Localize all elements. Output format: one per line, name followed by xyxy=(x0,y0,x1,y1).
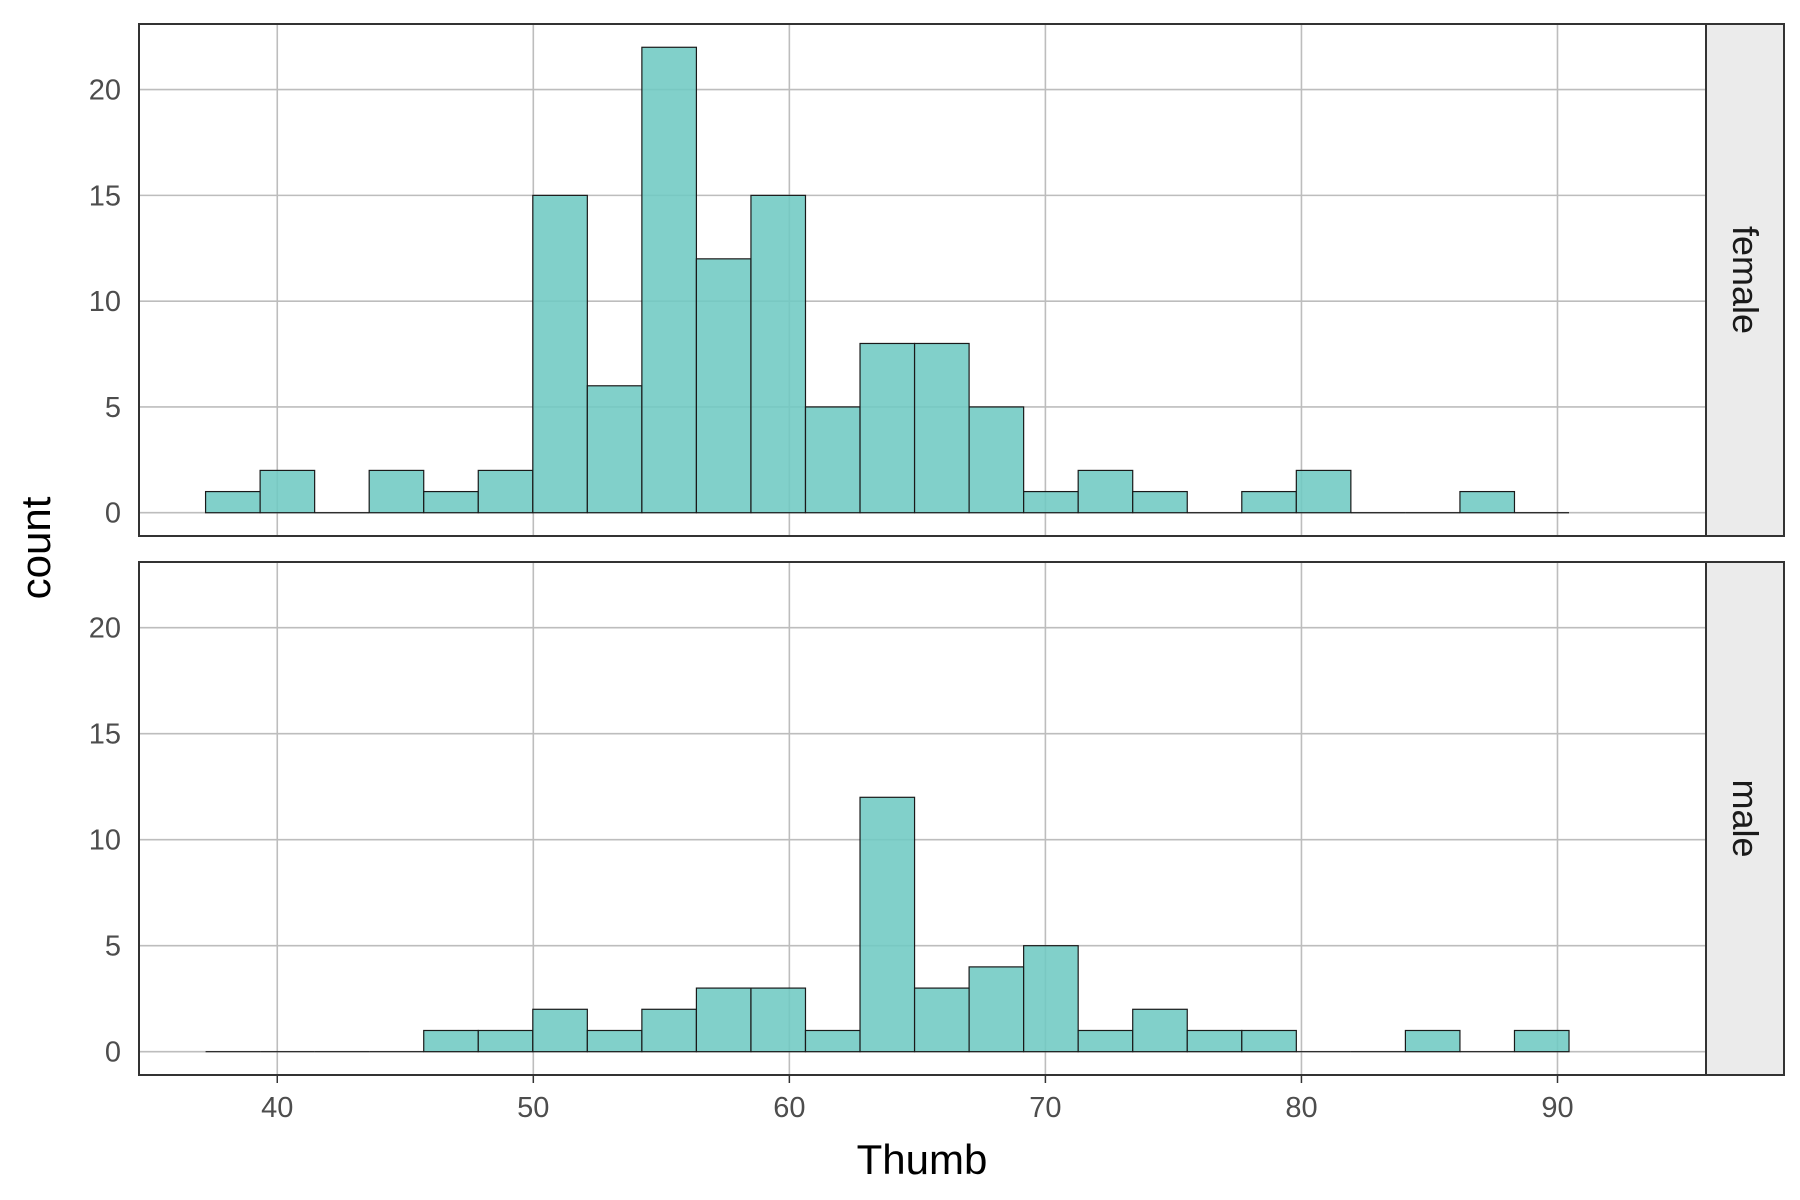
histogram-bar xyxy=(477,1029,534,1053)
histogram-bar xyxy=(259,469,316,514)
x-tick-label: 50 xyxy=(517,1092,549,1124)
histogram-bar xyxy=(913,342,970,514)
histogram-bar xyxy=(477,469,534,514)
x-tick-label: 70 xyxy=(1029,1092,1061,1124)
histogram-bar xyxy=(1459,490,1516,514)
x-tick-label: 40 xyxy=(261,1092,293,1124)
y-tick-label: 15 xyxy=(89,719,121,751)
y-tick-label: 0 xyxy=(105,498,121,530)
facet-panel-male: 0 5 10 15 20 male 40 50 60 70 80 90 xyxy=(89,561,1785,1124)
histogram-bar xyxy=(204,490,261,514)
x-axis-title: Thumb xyxy=(857,1136,988,1183)
histogram-bar xyxy=(1023,945,1079,1053)
histogram-bar xyxy=(423,490,479,514)
histogram-bar xyxy=(859,796,916,1053)
histogram-bar xyxy=(1023,490,1079,514)
facet-strip-label: male xyxy=(1725,779,1766,857)
histogram-bar xyxy=(968,406,1025,514)
y-tick-label: 0 xyxy=(105,1037,121,1069)
facet-strip xyxy=(1705,23,1785,537)
histogram-bar xyxy=(368,469,425,514)
y-axis-title: count xyxy=(12,496,59,599)
facet-strip-label: female xyxy=(1725,226,1766,334)
histogram-bar xyxy=(695,987,752,1053)
histogram-bar xyxy=(804,1029,861,1053)
y-tick-label: 15 xyxy=(89,180,121,212)
y-tick-label: 10 xyxy=(89,825,121,857)
histogram-bar xyxy=(1186,1029,1243,1053)
histogram-bar xyxy=(586,1029,643,1053)
y-tick-label: 10 xyxy=(89,286,121,318)
facet-panels: 0 5 10 15 20 female 0 5 10 15 20 male 40 50 60 70 80 90 xyxy=(89,23,1785,1124)
histogram-bar xyxy=(423,1029,479,1053)
x-tick-label: 60 xyxy=(773,1092,805,1124)
histogram-bar xyxy=(1132,490,1188,514)
facet-panel-female: 0 5 10 15 20 female xyxy=(89,23,1785,537)
histogram-bar xyxy=(1077,1029,1134,1053)
y-tick-label: 20 xyxy=(89,613,121,645)
histogram-bar xyxy=(750,194,807,514)
histogram-bar xyxy=(532,1008,588,1053)
x-tick-label: 90 xyxy=(1541,1092,1573,1124)
histogram-bar xyxy=(968,966,1025,1053)
histogram-bar xyxy=(913,987,970,1053)
facet-strip xyxy=(1705,561,1785,1076)
histogram-bar xyxy=(1132,1008,1188,1053)
histogram-bar xyxy=(1404,1029,1461,1053)
histogram-bar xyxy=(1513,1029,1570,1053)
y-tick-label: 20 xyxy=(89,75,121,107)
histogram-bar xyxy=(750,987,807,1053)
histogram-bar xyxy=(859,342,916,514)
histogram-bar xyxy=(641,1008,698,1053)
histogram-bar xyxy=(1241,490,1297,514)
x-tick-label: 80 xyxy=(1285,1092,1317,1124)
histogram-bar xyxy=(532,194,588,514)
histogram-bar xyxy=(695,258,752,514)
y-tick-label: 5 xyxy=(105,931,121,963)
histogram-bar xyxy=(1241,1029,1297,1053)
histogram-bar xyxy=(804,406,861,514)
y-tick-label: 5 xyxy=(105,392,121,424)
histogram-bar xyxy=(1295,469,1352,514)
histogram-bar xyxy=(586,385,643,514)
histogram-bar xyxy=(1077,469,1134,514)
histogram-bar xyxy=(641,46,698,514)
